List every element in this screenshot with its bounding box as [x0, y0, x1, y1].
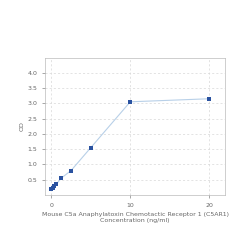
Y-axis label: OD: OD: [20, 121, 25, 131]
Point: [89, 146, 93, 150]
Point: [59, 176, 63, 180]
Point: [50, 186, 54, 190]
Point: [49, 187, 53, 191]
Point: [54, 182, 58, 186]
X-axis label: Mouse C5a Anaphylatoxin Chemotactic Receptor 1 (C5AR1)
Concentration (ng/ml): Mouse C5a Anaphylatoxin Chemotactic Rece…: [42, 212, 228, 222]
Point: [52, 184, 56, 188]
Point: [69, 168, 73, 172]
Point: [128, 100, 132, 104]
Point: [207, 97, 211, 101]
